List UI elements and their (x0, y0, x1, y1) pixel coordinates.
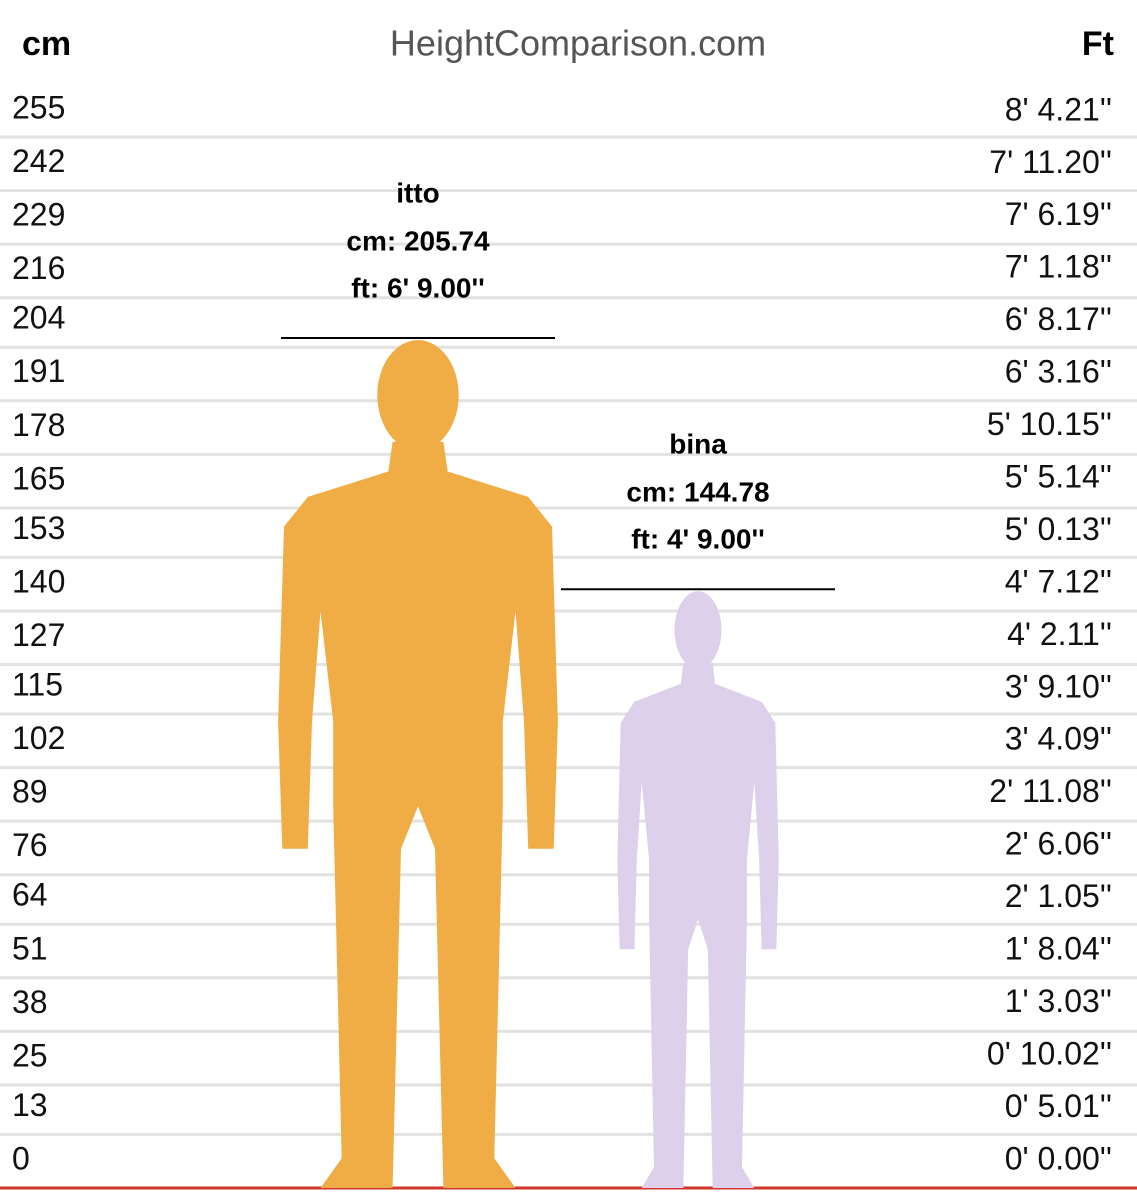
y-tick-label: 178 (12, 407, 65, 443)
y-tick-label: 89 (12, 774, 48, 810)
y2-tick-label: 7' 1.18'' (1005, 249, 1112, 285)
y2-tick-label: 4' 2.11'' (1007, 616, 1112, 652)
y-tick-label: 115 (12, 666, 63, 702)
y2-tick-label: 8' 4.21'' (1005, 91, 1112, 127)
y-tick-label: 216 (12, 250, 65, 286)
y-tick-label: 242 (12, 143, 65, 179)
y2-tick-label: 1' 3.03'' (1005, 983, 1112, 1019)
y-tick-label: 204 (12, 300, 65, 336)
y-tick-label: 191 (12, 353, 65, 389)
y2-tick-label: 5' 0.13'' (1005, 511, 1112, 547)
person-silhouette (617, 591, 779, 1188)
person-name: itto (396, 177, 440, 208)
y2-tick-label: 2' 11.08'' (989, 773, 1112, 809)
y-tick-label: 0 (12, 1140, 30, 1176)
person-ft: ft: 4' 9.00'' (631, 524, 765, 555)
y-tick-label: 51 (12, 930, 48, 966)
y-axis-label: cm (22, 25, 71, 63)
y2-axis-label: Ft (1082, 25, 1114, 63)
y-tick-label: 25 (12, 1037, 48, 1073)
y-tick-label: 165 (12, 460, 65, 496)
y-tick-label: 255 (12, 89, 65, 125)
y2-tick-label: 7' 11.20'' (989, 144, 1112, 180)
y-tick-label: 38 (12, 984, 48, 1020)
person-cm: cm: 205.74 (346, 225, 490, 256)
y2-tick-label: 0' 0.00'' (1005, 1140, 1112, 1176)
y2-tick-label: 2' 6.06'' (1005, 826, 1112, 862)
y2-tick-label: 3' 4.09'' (1005, 721, 1112, 757)
y2-tick-label: 6' 3.16'' (1005, 354, 1112, 390)
person-name: bina (669, 429, 727, 460)
y-tick-label: 13 (12, 1087, 48, 1123)
y-tick-label: 64 (12, 877, 48, 913)
person-silhouette (278, 340, 558, 1188)
y-tick-label: 229 (12, 197, 65, 233)
y2-tick-label: 7' 6.19'' (1005, 196, 1112, 232)
y2-tick-label: 5' 10.15'' (987, 406, 1112, 442)
person-cm: cm: 144.78 (626, 477, 769, 508)
y-tick-label: 76 (12, 827, 48, 863)
y2-tick-label: 5' 5.14'' (1005, 458, 1112, 494)
y-tick-label: 102 (12, 720, 65, 756)
y-tick-label: 140 (12, 563, 65, 599)
y-tick-label: 127 (12, 617, 65, 653)
y2-tick-label: 1' 8.04'' (1005, 931, 1112, 967)
y2-tick-label: 3' 9.10'' (1005, 668, 1112, 704)
y2-tick-label: 6' 8.17'' (1005, 301, 1112, 337)
y2-tick-label: 0' 10.02'' (987, 1036, 1112, 1072)
y2-tick-label: 4' 7.12'' (1005, 563, 1112, 599)
chart-title: HeightComparison.com (390, 23, 766, 64)
y2-tick-label: 2' 1.05'' (1005, 878, 1112, 914)
y2-tick-label: 0' 5.01'' (1005, 1088, 1112, 1124)
person-ft: ft: 6' 9.00'' (351, 272, 485, 303)
y-tick-label: 153 (12, 510, 65, 546)
